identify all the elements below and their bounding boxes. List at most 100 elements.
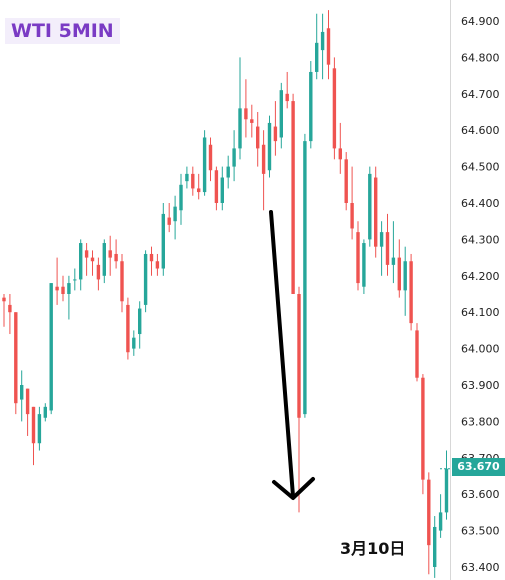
candle [379,221,384,276]
candle-body [208,144,213,171]
candle-body [14,312,18,404]
candle [338,122,342,174]
y-tick-label: 64.300 [461,233,500,246]
candle-body [356,232,360,284]
candle [350,166,354,240]
candle [155,253,160,276]
y-tick-label: 63.900 [461,379,500,392]
candle-body [444,468,449,513]
candle [385,213,390,276]
candle [167,203,171,233]
candle [73,268,77,291]
y-tick-label: 64.000 [461,343,500,356]
candle-body [43,406,47,418]
candle-body [191,173,195,189]
candle [344,152,348,211]
candle-body [37,414,42,444]
candle [297,286,301,513]
candle [320,13,325,80]
candle-body [397,257,401,291]
candle [108,235,112,276]
candle-body [232,148,236,167]
y-tick-label: 63.800 [461,415,500,428]
candle-body [197,188,201,193]
candle-body [273,126,278,142]
candle [43,403,47,422]
candle-body [220,177,224,203]
candle-body [391,257,396,265]
candle-body [238,108,242,149]
candle-body [379,232,384,247]
candle [126,297,130,360]
candle [279,82,283,149]
candle [232,130,236,182]
candle [267,115,272,178]
candle-body [31,406,36,444]
candle-body [338,148,342,160]
candle-body [25,388,30,415]
candle [362,239,366,294]
candle [226,155,230,189]
candle-body [149,253,154,262]
candle [14,312,18,415]
candle [132,330,136,356]
candle [84,243,89,276]
candle [285,71,289,109]
candle [374,166,378,258]
candle [332,57,337,160]
candle [31,406,36,466]
candle-body [90,257,95,262]
down-arrow-annotation [269,210,315,500]
candle-body [102,243,106,276]
candle-body [161,213,165,269]
candle-body [226,166,230,178]
candle [403,246,407,316]
candle [79,239,83,291]
candle [256,112,260,167]
candle [391,221,396,284]
candle [20,370,24,422]
price-axis: 64.900 64.800 64.700 64.600 64.500 64.400 64.3… [461,15,500,574]
candle [238,57,242,160]
candle [444,450,449,520]
candle [427,472,431,575]
y-tick-label: 64.200 [461,270,500,283]
candle [197,173,201,200]
candle [261,130,266,211]
candle-body [126,304,130,353]
candle-body [84,250,89,258]
candle [368,166,372,247]
candle [185,166,189,189]
candle-body [61,286,65,294]
candle [90,250,95,276]
candle [8,294,12,335]
candle-body [438,512,443,531]
candle [173,195,177,240]
candle [315,13,319,80]
candle [356,221,360,291]
candle-body [8,304,12,313]
candle-body [374,177,378,247]
candle-body [320,31,325,51]
candle-body [403,261,407,291]
candle [273,101,278,156]
candle-body [344,159,348,203]
candle-body [261,144,266,174]
candle-body [132,337,136,349]
candle-body [244,108,248,120]
candle [326,10,331,80]
candle-body [79,243,83,280]
arrow-head [272,477,315,500]
candle-body [409,261,413,324]
candle [138,301,142,349]
candle-body [73,279,77,281]
chart-title: WTI 5MIN [5,18,120,44]
candle-body [114,253,118,262]
y-tick-label: 64.600 [461,124,500,137]
candle-body [138,308,142,335]
candle [161,203,165,276]
candle [37,406,42,451]
candle-body [427,479,431,546]
candle-body [279,90,283,138]
